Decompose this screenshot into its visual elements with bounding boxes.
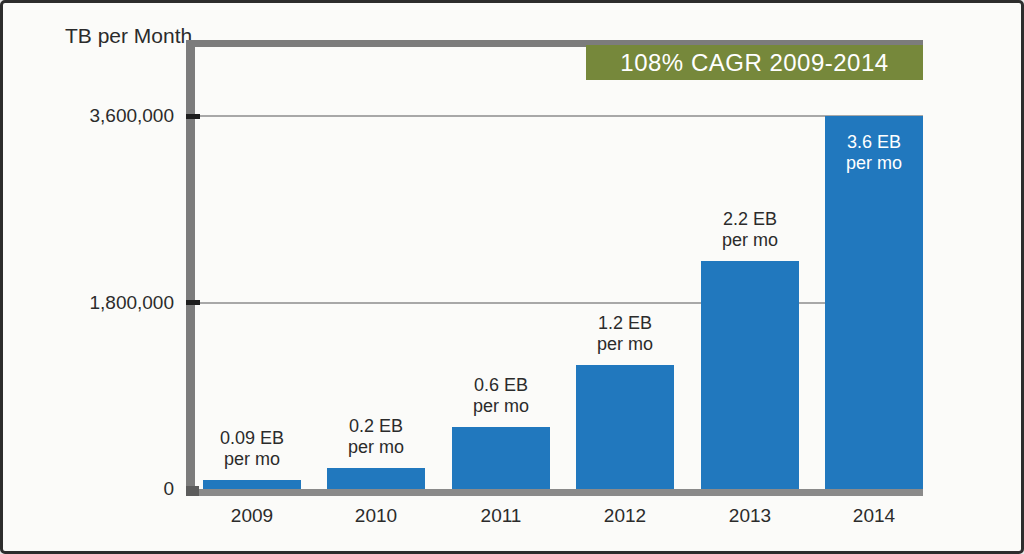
bar-value-line2: per mo xyxy=(555,334,695,355)
bar-2013 xyxy=(701,261,799,489)
bar-value-label-2011: 0.6 EBper mo xyxy=(431,375,571,417)
bar-value-line1: 0.6 EB xyxy=(431,375,571,396)
cagr-banner: 108% CAGR 2009-2014 xyxy=(586,45,923,80)
bar-value-line1: 0.09 EB xyxy=(182,428,322,449)
x-tick-label-2011: 2011 xyxy=(431,505,571,527)
y-tick-mark xyxy=(186,300,200,305)
axis-origin-corner xyxy=(186,486,199,496)
x-tick-label-2010: 2010 xyxy=(306,505,446,527)
x-axis-line xyxy=(186,489,923,496)
bar-2009 xyxy=(203,480,301,489)
bar-value-line2: per mo xyxy=(804,153,944,174)
y-tick-label: 0 xyxy=(39,478,174,500)
x-tick-label-2012: 2012 xyxy=(555,505,695,527)
x-tick-label-2009: 2009 xyxy=(182,505,322,527)
gridline-1800000 xyxy=(195,302,923,304)
x-tick-label-2013: 2013 xyxy=(680,505,820,527)
bar-value-label-2009: 0.09 EBper mo xyxy=(182,428,322,470)
y-tick-label: 3,600,000 xyxy=(39,105,174,127)
y-axis-title: TB per Month xyxy=(65,24,192,48)
chart-frame: TB per Month 01,800,0003,600,0000.09 EBp… xyxy=(0,0,1024,554)
bar-value-line2: per mo xyxy=(182,449,322,470)
bar-value-line1: 3.6 EB xyxy=(804,132,944,153)
y-tick-label: 1,800,000 xyxy=(39,292,174,314)
bar-value-label-2012: 1.2 EBper mo xyxy=(555,313,695,355)
bar-value-line2: per mo xyxy=(680,230,820,251)
bar-value-line2: per mo xyxy=(306,437,446,458)
bar-value-line1: 2.2 EB xyxy=(680,209,820,230)
bar-value-label-2014: 3.6 EBper mo xyxy=(804,132,944,174)
bar-value-label-2013: 2.2 EBper mo xyxy=(680,209,820,251)
gridline-3600000 xyxy=(195,115,923,117)
bar-value-line2: per mo xyxy=(431,396,571,417)
y-tick-mark xyxy=(186,114,200,119)
bar-value-line1: 1.2 EB xyxy=(555,313,695,334)
bar-value-line1: 0.2 EB xyxy=(306,416,446,437)
bar-2010 xyxy=(327,468,425,489)
bar-value-label-2010: 0.2 EBper mo xyxy=(306,416,446,458)
bar-2012 xyxy=(576,365,674,489)
x-tick-label-2014: 2014 xyxy=(804,505,944,527)
bar-2011 xyxy=(452,427,550,489)
